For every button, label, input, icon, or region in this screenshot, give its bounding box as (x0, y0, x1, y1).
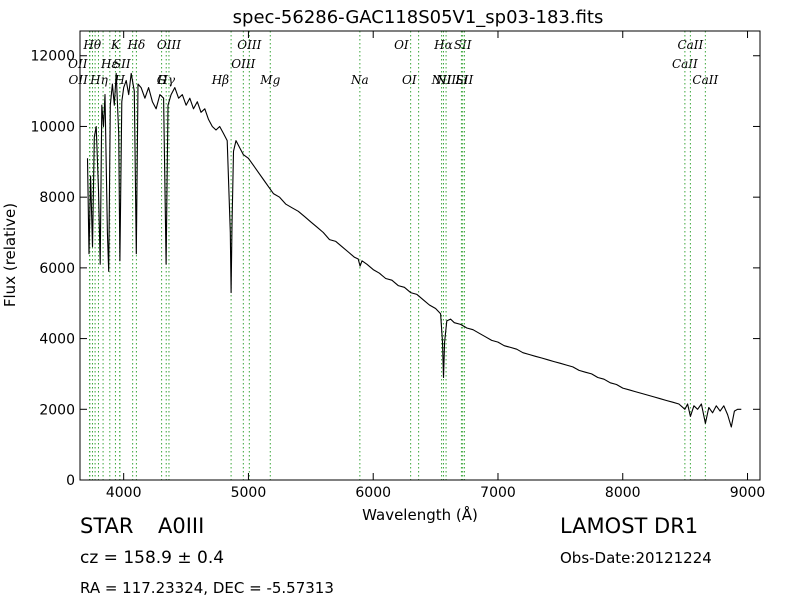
line-label-28: CaII (672, 57, 698, 71)
line-label-21: OI (402, 73, 417, 87)
obs-date-label: Obs-Date:20121224 (560, 549, 712, 567)
line-label-15: Hβ (211, 73, 229, 87)
y-tick-label-3: 6000 (39, 261, 75, 277)
line-label-12: G (157, 73, 167, 87)
line-label-20: OI (394, 38, 409, 52)
line-label-5: Hθ (82, 38, 101, 52)
y-axis-label: Flux (relative) (1, 203, 19, 307)
line-label-19: Na (350, 73, 369, 87)
line-label-0: OII (68, 57, 88, 71)
line-label-8: Hε (100, 57, 118, 71)
y-tick-label-5: 10000 (30, 119, 75, 135)
coordinates-label: RA = 117.23324, DEC = -5.57313 (80, 579, 334, 597)
line-label-14: OIII (157, 38, 181, 52)
line-label-10: SII (113, 57, 131, 71)
line-label-16: OIII (231, 57, 255, 71)
line-label-18: Mg (259, 73, 280, 87)
x-tick-label-3: 7000 (480, 485, 516, 501)
redshift-label: cz = 158.9 ± 0.4 (80, 548, 225, 568)
y-tick-label-4: 8000 (39, 190, 75, 206)
x-tick-label-2: 6000 (355, 485, 391, 501)
survey-label: LAMOST DR1 (560, 514, 699, 538)
line-label-1: OII (69, 73, 89, 87)
x-tick-label-5: 9000 (730, 485, 766, 501)
line-label-24: NII (435, 73, 456, 87)
x-tick-label-1: 5000 (231, 485, 267, 501)
plot-frame (79, 30, 761, 481)
y-tick-label-1: 2000 (39, 402, 75, 418)
line-label-23: Hα (433, 38, 453, 52)
subclass-label: A0III (158, 514, 205, 538)
line-label-11: Hδ (127, 38, 146, 52)
chart-title: spec-56286-GAC118S05V1_sp03-183.fits (233, 7, 604, 28)
x-axis-label: Wavelength (Å) (362, 505, 478, 524)
line-label-30: CaII (692, 73, 718, 87)
y-tick-label-0: 0 (66, 473, 75, 489)
axis-ticks: 4000 5000 6000 7000 8000 9000 0 2000 4000 6000 800… (30, 31, 765, 501)
line-label-6: Hη (89, 73, 108, 87)
spectrum-line-0 (86, 72, 742, 428)
class-label: STAR (80, 514, 134, 538)
x-tick-label-0: 4000 (106, 485, 142, 501)
line-label-27: SII (456, 73, 474, 87)
line-label-29: CaII (677, 38, 703, 52)
line-label-17: OIII (237, 38, 261, 52)
line-label-13: Hγ (156, 73, 175, 87)
y-tick-label-6: 12000 (30, 49, 75, 65)
y-tick-label-2: 4000 (39, 332, 75, 348)
spectrum-series (86, 72, 742, 428)
line-label-7: K (110, 38, 121, 52)
x-tick-label-4: 8000 (605, 485, 641, 501)
line-label-26: SII (454, 38, 472, 52)
